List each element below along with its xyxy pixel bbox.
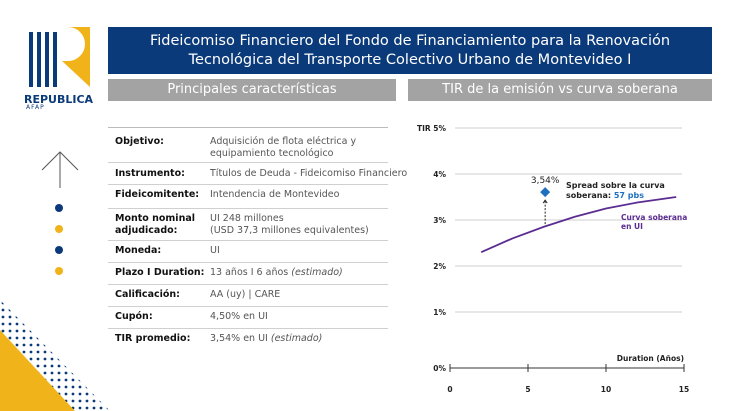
spread-annotation-2: soberana: 57 pbs: [566, 191, 644, 200]
spread-arrow-head: [542, 199, 548, 204]
bullet-dot: [55, 225, 63, 233]
section-characteristics: Principales características: [108, 79, 396, 101]
y-tick-label: 3%: [433, 216, 446, 225]
series-label-2: en UI: [621, 222, 643, 231]
page-title: Fideicomiso Financiero del Fondo de Fina…: [108, 27, 712, 74]
y-tick-label: 2%: [433, 262, 446, 271]
point-label: 3,54%: [531, 176, 560, 186]
table-row: TIR promedio: 3,54% en UI (estimado): [108, 328, 388, 344]
x-tick-label: 0: [447, 385, 452, 394]
table-row: Moneda: UI: [108, 240, 388, 256]
spread-value: 57 pbs: [614, 191, 644, 200]
x-tick-label: 10: [601, 385, 611, 394]
table-row: Cupón: 4,50% en UI: [108, 306, 388, 322]
logo-sub: AFAP: [26, 104, 45, 111]
series-line-curva-soberana: [480, 196, 677, 254]
y-tick-label: 0%: [433, 364, 446, 373]
y-tick-label: 4%: [433, 170, 446, 179]
x-axis-title: Duration (Años): [617, 354, 684, 363]
table-row: Calificación: AA (uy) | CARE: [108, 284, 388, 300]
section-tir: TIR de la emisión vs curva soberana: [408, 79, 712, 101]
table-row: Monto nominal adjudicado: UI 248 millones(…: [108, 208, 388, 236]
y-tick-label: 1%: [433, 308, 446, 317]
logo-mark: [26, 27, 90, 87]
tir-point: [540, 187, 551, 198]
logo-brand: REPUBLICA: [24, 93, 94, 106]
bullet-dot: [55, 204, 63, 212]
spread-annotation: Spread sobre la curva: [566, 181, 665, 190]
logo: REPUBLICA AFAP: [24, 27, 93, 111]
series-label: Curva soberana: [621, 213, 687, 222]
decorative-triangle: [0, 300, 110, 411]
table-row: Plazo I Duration: 13 años I 6 años (estim…: [108, 262, 388, 278]
arrow-up-icon: [41, 151, 79, 188]
title-line-1: Fideicomiso Financiero del Fondo de Fina…: [149, 32, 671, 49]
y-tick-label: TIR 5%: [417, 124, 447, 133]
x-tick-label: 15: [679, 385, 689, 394]
table-row: Fideicomitente: Intendencia de Montevideo: [108, 184, 388, 200]
title-line-2: Tecnológica del Transporte Colectivo Urb…: [188, 51, 632, 68]
bullet-dot: [55, 267, 63, 275]
table-row: Instrumento: Títulos de Deuda - Fideicomi…: [108, 162, 407, 179]
table-row: Objetivo: Adquisición de flota eléctrica …: [108, 127, 388, 163]
bullet-dot: [55, 246, 63, 254]
x-tick-label: 5: [525, 385, 530, 394]
